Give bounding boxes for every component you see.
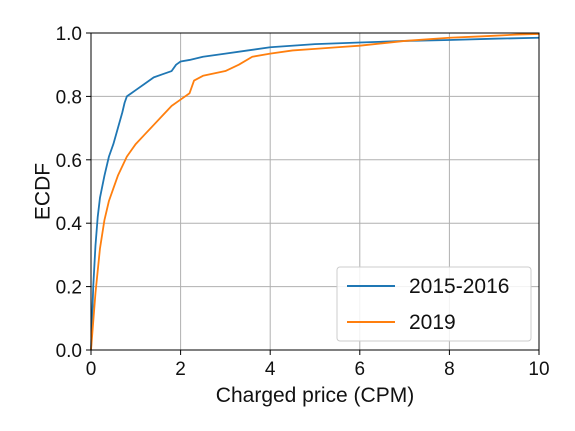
- series-line-2019: [90, 33, 540, 351]
- series-line-2015-2016: [90, 36, 540, 351]
- plot-frame: [90, 32, 540, 351]
- y-axis-label: ECDF: [31, 163, 54, 220]
- y-tick-label: 1.0: [56, 24, 82, 45]
- legend-label-2019: 2019: [409, 311, 456, 334]
- y-tick-label: 0.0: [56, 341, 82, 362]
- x-tick-label: 4: [265, 359, 276, 380]
- x-tick-label: 2: [175, 359, 186, 380]
- x-tick-label: 8: [444, 359, 455, 380]
- x-tick-label: 0: [86, 359, 97, 380]
- y-tick-label: 0.6: [56, 151, 82, 172]
- series-lines: [90, 33, 540, 351]
- legend-label-2015-2016: 2015-2016: [409, 275, 509, 298]
- y-tick-label: 0.8: [56, 87, 82, 108]
- x-tick-label: 10: [528, 359, 549, 380]
- legend: 2015-2016 2019: [336, 266, 532, 342]
- x-tick-label: 6: [355, 359, 366, 380]
- axis-ticks: 0 2 4 6 8 10 0.0 0.2 0.4 0.6 0.8 1.0: [56, 24, 550, 380]
- y-tick-label: 0.4: [56, 214, 83, 235]
- x-axis-label: Charged price (CPM): [216, 384, 414, 407]
- y-tick-label: 0.2: [56, 278, 82, 299]
